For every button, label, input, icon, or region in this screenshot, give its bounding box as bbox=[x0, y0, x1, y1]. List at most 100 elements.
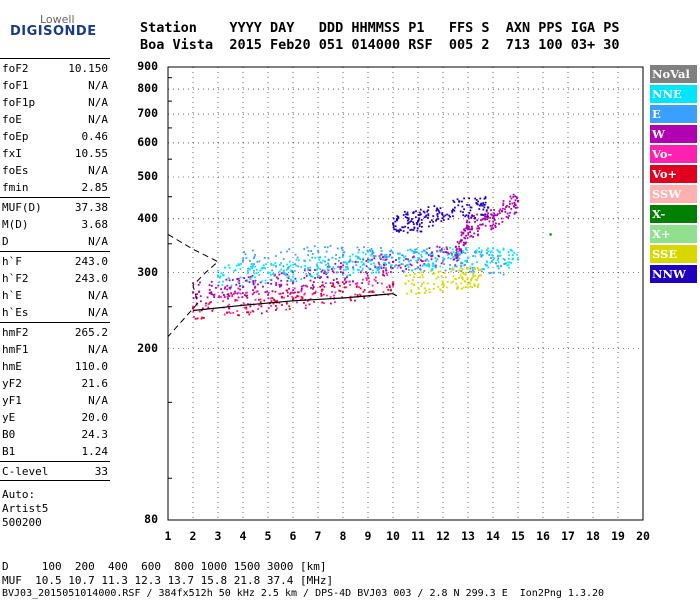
data-point bbox=[436, 258, 439, 261]
data-point bbox=[249, 259, 251, 262]
data-point bbox=[358, 293, 361, 296]
data-point bbox=[459, 267, 462, 269]
data-point bbox=[374, 276, 377, 279]
data-point bbox=[431, 255, 434, 257]
data-point bbox=[269, 278, 272, 281]
data-point bbox=[492, 227, 495, 230]
data-point bbox=[475, 199, 478, 201]
data-point bbox=[243, 277, 246, 279]
data-point bbox=[341, 249, 344, 252]
data-point bbox=[265, 263, 267, 266]
data-point bbox=[436, 213, 439, 215]
data-point bbox=[502, 207, 504, 210]
data-point bbox=[441, 248, 443, 250]
data-point bbox=[208, 284, 211, 286]
data-point bbox=[478, 250, 481, 253]
data-point bbox=[407, 219, 409, 222]
data-point bbox=[238, 314, 240, 317]
param-value: 24.3 bbox=[81, 428, 109, 441]
data-point bbox=[467, 227, 470, 230]
data-point bbox=[292, 296, 295, 300]
data-point bbox=[326, 276, 329, 279]
data-point bbox=[480, 249, 483, 252]
data-point bbox=[517, 258, 520, 261]
data-point bbox=[290, 291, 292, 294]
data-point bbox=[514, 195, 517, 198]
data-point bbox=[502, 273, 505, 276]
data-point bbox=[470, 216, 473, 219]
data-point bbox=[326, 266, 329, 269]
data-point bbox=[210, 301, 213, 303]
data-point bbox=[350, 299, 352, 302]
data-point bbox=[280, 283, 283, 286]
data-point bbox=[320, 295, 323, 297]
data-point bbox=[260, 267, 263, 270]
data-point bbox=[492, 223, 495, 226]
data-point bbox=[462, 251, 465, 254]
data-point bbox=[248, 313, 251, 316]
data-point bbox=[341, 281, 344, 283]
data-point bbox=[415, 210, 417, 213]
data-point bbox=[378, 271, 381, 274]
data-point bbox=[313, 300, 315, 303]
data-point bbox=[339, 266, 342, 268]
data-point bbox=[418, 217, 421, 220]
data-point bbox=[309, 279, 312, 282]
data-point bbox=[342, 268, 345, 271]
data-point bbox=[501, 221, 504, 223]
data-point bbox=[329, 282, 332, 285]
data-point bbox=[413, 256, 416, 259]
data-point bbox=[430, 252, 433, 255]
data-point bbox=[401, 263, 404, 266]
data-point bbox=[249, 311, 252, 314]
data-point bbox=[242, 292, 244, 295]
data-point bbox=[235, 264, 238, 267]
data-point bbox=[483, 268, 485, 271]
param-value: N/A bbox=[88, 343, 108, 356]
data-point bbox=[296, 295, 299, 298]
data-point bbox=[432, 220, 435, 223]
data-point bbox=[254, 276, 256, 279]
param-separator bbox=[0, 58, 110, 59]
param-separator bbox=[0, 480, 110, 481]
data-point bbox=[447, 256, 450, 259]
data-point bbox=[456, 256, 458, 259]
data-point bbox=[466, 203, 468, 206]
data-point bbox=[492, 258, 495, 261]
data-point bbox=[245, 306, 248, 309]
data-point bbox=[480, 254, 483, 257]
data-point bbox=[437, 276, 440, 279]
param-value: N/A bbox=[88, 289, 108, 302]
param-label: foF1p bbox=[2, 96, 36, 109]
data-point bbox=[266, 290, 269, 293]
data-point bbox=[196, 296, 198, 299]
data-point bbox=[461, 239, 463, 242]
data-point bbox=[237, 296, 240, 299]
data-point bbox=[337, 282, 340, 285]
data-point bbox=[469, 206, 472, 209]
data-point bbox=[442, 215, 445, 218]
data-point bbox=[465, 226, 468, 229]
data-point bbox=[366, 272, 369, 275]
x-tick-label: 20 bbox=[636, 529, 650, 543]
data-point bbox=[379, 258, 382, 260]
data-point bbox=[487, 206, 490, 209]
data-point bbox=[295, 258, 298, 261]
data-point bbox=[458, 254, 461, 257]
data-point bbox=[319, 256, 321, 259]
param-row: fmin 2.85 bbox=[2, 179, 108, 196]
data-point bbox=[303, 259, 306, 262]
data-point bbox=[222, 273, 224, 276]
data-point bbox=[355, 255, 357, 258]
data-point bbox=[255, 268, 258, 271]
data-point bbox=[325, 250, 328, 253]
data-point bbox=[441, 280, 444, 283]
data-point bbox=[498, 212, 501, 215]
data-point bbox=[457, 252, 460, 255]
data-point bbox=[469, 282, 472, 285]
data-point bbox=[406, 231, 409, 234]
data-point bbox=[410, 249, 413, 252]
data-point bbox=[333, 294, 335, 297]
data-point bbox=[282, 292, 284, 295]
data-point bbox=[236, 292, 239, 295]
